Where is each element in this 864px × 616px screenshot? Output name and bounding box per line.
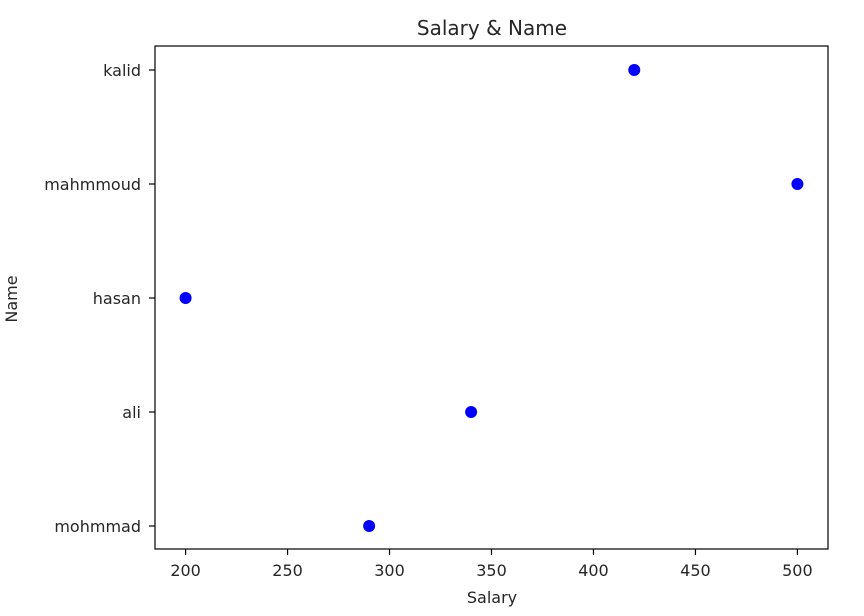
x-tick-label: 200 (170, 561, 201, 580)
data-point-mohmmad (363, 520, 376, 532)
x-tick-label: 450 (680, 561, 711, 580)
data-point-kalid (628, 64, 641, 76)
y-tick-label: ali (122, 403, 141, 422)
y-axis-label: Name (2, 275, 21, 322)
y-tick-label: mahmmoud (44, 175, 141, 194)
chart-title: Salary & Name (417, 16, 567, 40)
y-tick-label: mohmmad (54, 517, 141, 536)
data-point-hasan (179, 292, 192, 304)
scatter-series (179, 64, 804, 532)
x-axis: 200 250 300 350 400 450 500 (170, 549, 813, 580)
data-point-ali (465, 406, 478, 418)
x-tick-label: 400 (578, 561, 609, 580)
x-tick-label: 350 (476, 561, 507, 580)
y-tick-label: kalid (103, 61, 141, 80)
x-tick-label: 300 (374, 561, 405, 580)
x-axis-label: Salary (467, 588, 517, 607)
plot-frame (154, 45, 829, 550)
y-axis: mohmmad ali hasan mahmmoud kalid (44, 61, 155, 536)
x-tick-label: 250 (272, 561, 303, 580)
data-point-mahmmoud (791, 178, 804, 190)
y-tick-label: hasan (93, 289, 141, 308)
x-tick-label: 500 (782, 561, 813, 580)
